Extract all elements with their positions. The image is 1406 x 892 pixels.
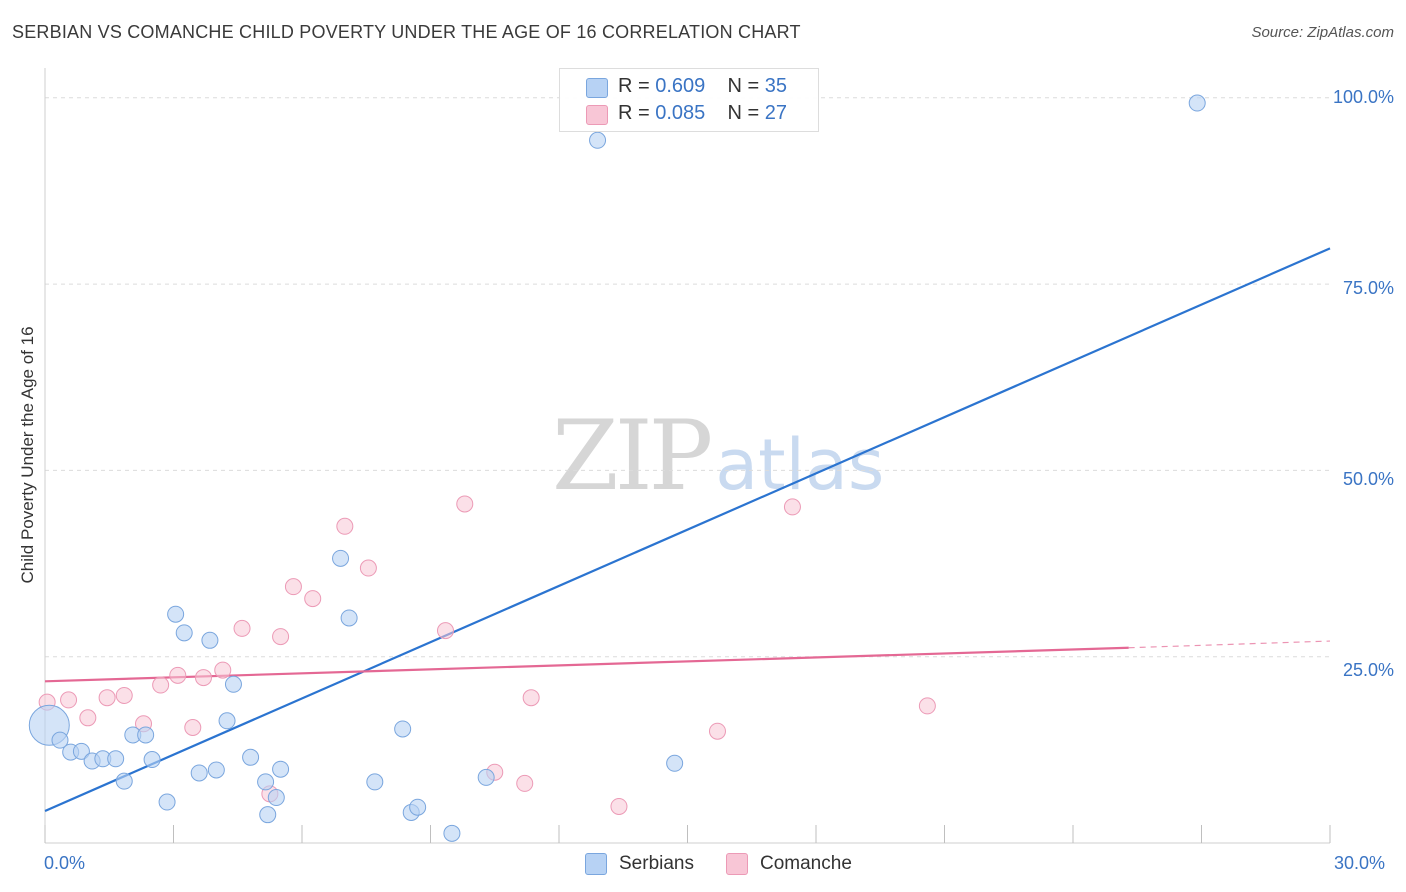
bottom-comanche-label: Comanche [760,853,852,874]
serbians-point [201,631,219,649]
comanche-point [169,666,187,684]
serbians-point [137,726,155,744]
comanche-stats: R = 0.085 N = 27 [618,102,787,125]
serbians-point [589,131,607,149]
serbians-point [115,772,133,790]
comanche-point [783,498,801,516]
serbians-r-value: 0.609 [655,75,706,97]
y-tick-label-50: 50.0% [1342,469,1394,489]
serbians-point [190,764,208,782]
points-layer [28,94,1206,842]
serbians-point [207,761,225,779]
bottom-serbians-label: Serbians [619,853,694,874]
serbians-point [259,806,277,824]
comanche-point [152,676,170,694]
serbians-point [72,742,90,760]
comanche-point [214,661,232,679]
serbians-n-value: 35 [764,75,788,97]
comanche-point [456,495,474,513]
y-tick-label-100: 100.0% [1332,87,1394,107]
comanche-point [918,697,936,715]
comanche-point [436,622,454,640]
y-tick-label-75: 75.0% [1342,278,1394,298]
serbians-point [340,609,358,627]
serbians-point [224,675,242,693]
legend-row-serbians: R = 0.609 N = 35 [560,74,818,100]
serbians-point [242,748,260,766]
source-label: Source: ZipAtlas.com [1251,24,1394,41]
comanche-point [336,517,354,535]
serbians-stats: R = 0.609 N = 35 [618,75,787,98]
serbians-point [218,712,236,730]
x-tick-label-min: 0.0% [44,853,86,873]
comanche-point [284,578,302,596]
comanche-trend-extension [1128,640,1331,649]
serbians-swatch [586,78,608,98]
comanche-n-label: N = [727,102,760,124]
serbians-r-label: R = [618,75,650,97]
serbians-trend-line [44,247,1331,812]
serbians-point [666,754,684,772]
serbians-point [272,760,290,778]
serbians-point [366,773,384,791]
bottom-serbians-swatch [585,853,607,875]
serbians-point [1188,94,1206,112]
bottom-comanche-swatch [726,853,748,875]
comanche-r-label: R = [618,102,650,124]
serbians-point [51,731,69,749]
comanche-point [194,669,212,687]
y-tick-label-25: 25.0% [1342,660,1394,680]
comanche-point [272,628,290,646]
comanche-point [522,689,540,707]
serbians-point [167,605,185,623]
serbians-point [332,549,350,567]
x-tick-label-max: 30.0% [1334,853,1386,873]
comanche-point [60,691,78,709]
comanche-point [708,722,726,740]
y-axis-label: Child Poverty Under the Age of 16 [18,326,37,584]
comanche-point [184,718,202,736]
comanche-n-value: 27 [764,102,788,124]
comanche-point [516,774,534,792]
comanche-point [115,686,133,704]
serbians-point [477,768,495,786]
bottom-legend-serbians: Serbians [585,852,694,876]
serbians-point [409,798,427,816]
serbians-point [443,824,461,842]
serbians-point [158,793,176,811]
serbians-point [143,751,161,769]
serbians-point [175,624,193,642]
comanche-r-value: 0.085 [655,102,706,124]
legend-row-comanche: R = 0.085 N = 27 [560,101,818,127]
comanche-point [610,797,628,815]
comanche-point [304,590,322,608]
chart-title: SERBIAN VS COMANCHE CHILD POVERTY UNDER … [12,22,801,42]
comanche-point [79,709,97,727]
serbians-point [257,773,275,791]
serbians-n-label: N = [727,75,760,97]
serbians-point [107,750,125,768]
correlation-legend: R = 0.609 N = 35 R = 0.085 N = 27 [559,68,819,132]
serbians-point [267,789,285,807]
comanche-swatch [586,105,608,125]
trend-layer [44,247,1331,812]
serbians-point [394,720,412,738]
grid-layer [45,97,1330,658]
bottom-legend-comanche: Comanche [726,852,852,876]
comanche-point [359,559,377,577]
comanche-point [233,619,251,637]
comanche-point [98,689,116,707]
